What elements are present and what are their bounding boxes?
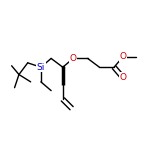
- Text: O: O: [70, 54, 77, 63]
- Text: O: O: [119, 52, 126, 61]
- Text: O: O: [119, 73, 126, 82]
- Text: Si: Si: [37, 63, 45, 72]
